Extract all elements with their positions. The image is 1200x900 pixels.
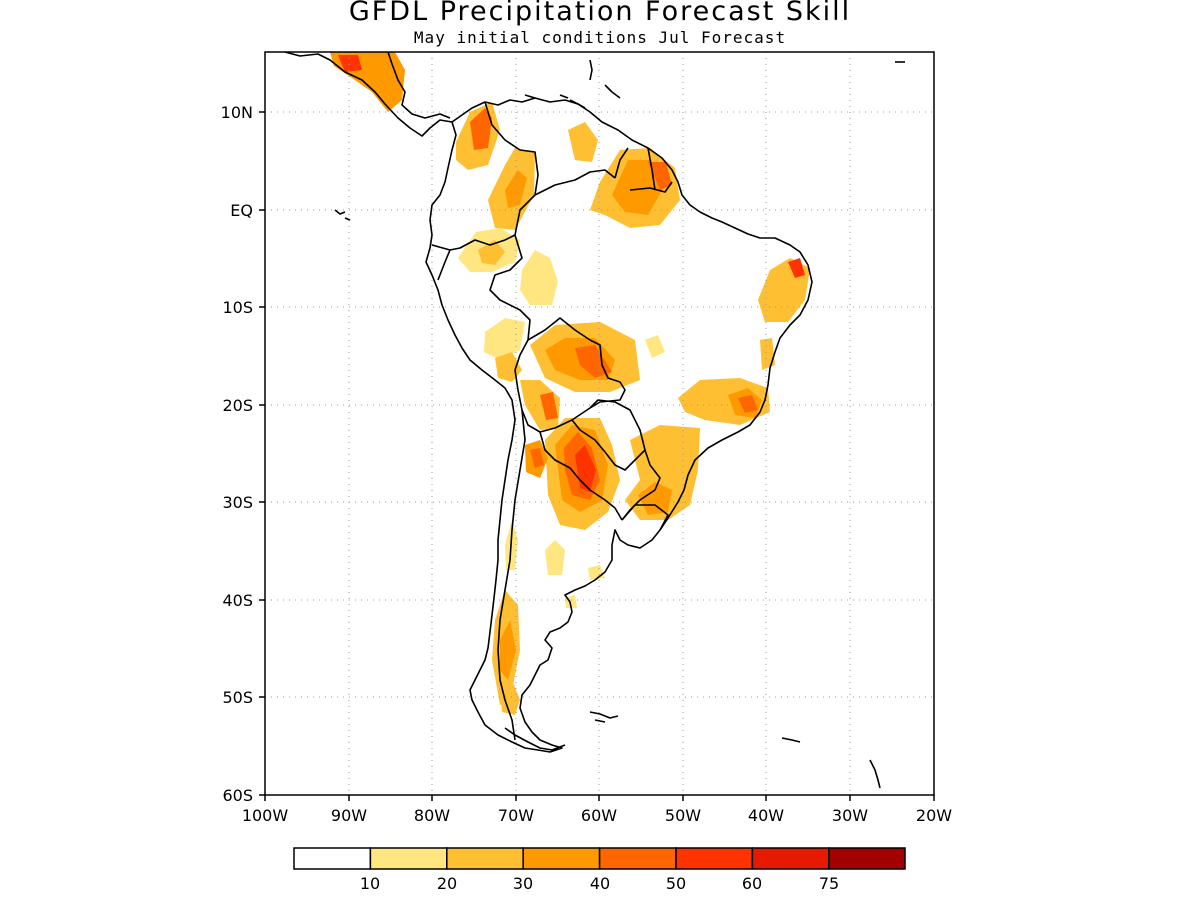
region-patagonia-west-core [500, 620, 516, 680]
colorbar-label: 60 [742, 874, 762, 893]
region-northwest-argentina-core [530, 448, 544, 468]
map-title: GFDL Precipitation Forecast Skill [348, 0, 852, 27]
axis-ticks [259, 111, 935, 801]
x-tick-label: 30W [832, 806, 868, 825]
colorbar-label: 75 [819, 874, 839, 893]
border-bolivia-south [539, 407, 591, 433]
colorbar-swatch [598, 847, 677, 870]
coastlines [284, 52, 905, 789]
y-tick-label: 10N [221, 103, 253, 122]
y-tick-label: 10S [222, 298, 253, 317]
falkland-islands [589, 711, 619, 723]
border-uruguay [621, 504, 669, 531]
colorbar-swatch [828, 847, 906, 870]
x-tick-label: 100W [242, 806, 289, 825]
region-northeast-brazil-core [788, 258, 805, 278]
border-ecuador-peru [437, 249, 451, 281]
region-southern-central-america-core [338, 55, 362, 72]
region-western-amazon [520, 250, 558, 305]
x-tick-label: 60W [581, 806, 617, 825]
colorbar-label: 30 [513, 874, 533, 893]
colorbar-swatch [369, 847, 448, 870]
x-tick-label: 70W [498, 806, 534, 825]
south-georgia [781, 737, 801, 743]
region-pampas [545, 540, 565, 575]
border-colombia-venezuela [484, 101, 539, 241]
central-america-coast [284, 52, 453, 137]
y-tick-label: 40S [222, 591, 253, 610]
border-guianas [614, 147, 673, 193]
colorbar-swatch [522, 847, 601, 870]
region-venezuela-andes-core [505, 170, 527, 208]
colorbar-label: 20 [437, 874, 457, 893]
sandwich-islands [869, 759, 881, 789]
y-tick-label: 60S [222, 786, 253, 805]
border-bolivia-brazil [527, 317, 626, 409]
colorbar-swatch [293, 847, 372, 870]
x-tick-label: 40W [748, 806, 784, 825]
border-chile-argentina [497, 409, 526, 741]
map-subtitle: May initial conditions Jul Forecast [413, 28, 787, 47]
tierra-del-fuego [504, 727, 566, 751]
caribbean-islands [524, 59, 621, 109]
colorbar-label: 40 [590, 874, 610, 893]
x-tick-label: 80W [414, 806, 450, 825]
region-parana-uruguay-core [638, 482, 672, 515]
central-america-caribbean [387, 52, 451, 119]
border-colombia-peru [431, 239, 506, 251]
region-western-amazon-2 [484, 318, 525, 360]
colorbar: 10 20 30 40 50 60 75 [293, 847, 906, 893]
colorbar-label: 50 [666, 874, 686, 893]
y-tick-label: EQ [230, 201, 253, 220]
y-tick-label: 30S [222, 493, 253, 512]
region-patagonia-south [500, 680, 520, 715]
region-guianas-east [648, 162, 672, 190]
region-guiana-highlands [568, 122, 598, 162]
region-altiplano-core [540, 392, 558, 420]
region-pampas-2 [588, 565, 605, 580]
region-goias [645, 335, 665, 358]
colorbar-swatch [751, 847, 830, 870]
region-southeast-brazil-red [738, 395, 758, 413]
region-bolivia-core [575, 345, 612, 378]
region-colombia-north-core [470, 108, 492, 150]
x-tick-label: 50W [665, 806, 701, 825]
colorbar-swatch [675, 847, 754, 870]
colorbar-swatch [446, 847, 524, 870]
border-argentina-paraguay [539, 431, 623, 521]
border-venezuela-brazil [534, 169, 616, 196]
x-tick-label: 20W [916, 806, 952, 825]
region-northeast-brazil-2 [760, 338, 775, 370]
y-tick-label: 50S [222, 688, 253, 707]
region-ecuador-core [478, 240, 505, 265]
galapagos-islands [334, 209, 351, 221]
y-tick-label: 20S [222, 396, 253, 415]
region-guianas-core [612, 160, 665, 215]
south-america-coast [425, 97, 813, 753]
border-paraguay [571, 399, 646, 471]
colorbar-label: 10 [360, 874, 380, 893]
border-peru-brazil [489, 234, 531, 371]
x-tick-label: 90W [331, 806, 367, 825]
